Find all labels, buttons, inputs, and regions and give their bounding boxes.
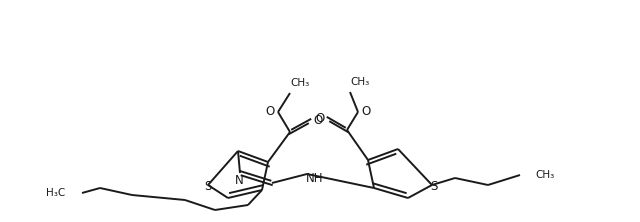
Text: CH₃: CH₃ <box>535 170 554 180</box>
Text: CH₃: CH₃ <box>291 78 310 88</box>
Text: H₃C: H₃C <box>45 188 65 198</box>
Text: CH₃: CH₃ <box>350 77 370 87</box>
Text: O: O <box>316 113 324 125</box>
Text: N: N <box>235 174 243 188</box>
Text: NH: NH <box>307 172 324 184</box>
Text: S: S <box>430 180 438 192</box>
Text: O: O <box>314 115 323 127</box>
Text: O: O <box>362 105 371 119</box>
Text: S: S <box>204 180 212 192</box>
Text: O: O <box>266 105 275 119</box>
